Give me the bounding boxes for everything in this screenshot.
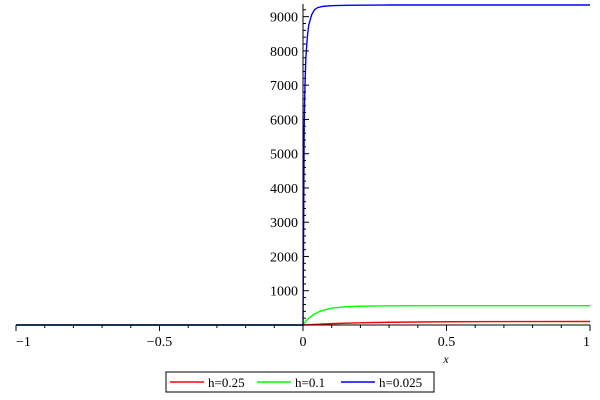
y-tick-label: 1000 (270, 285, 298, 300)
y-tick-label: 3000 (270, 216, 298, 231)
y-tick-label: 6000 (270, 113, 298, 128)
legend-label-1: h=0.1 (295, 375, 325, 390)
y-tick-label: 5000 (270, 148, 298, 163)
legend: h=0.25 h=0.1 h=0.025 (165, 371, 435, 393)
y-tick-label: 4000 (270, 182, 298, 197)
legend-label-2: h=0.025 (379, 375, 422, 390)
y-tick-label: 9000 (270, 11, 298, 26)
series-line-2 (16, 4, 590, 326)
y-tick-label: 8000 (270, 45, 298, 60)
legend-label-0: h=0.25 (208, 375, 245, 390)
y-tick-label: 2000 (270, 250, 298, 265)
x-axis-label: x (442, 352, 449, 366)
x-tick-label: 1 (583, 335, 590, 350)
x-tick-label: −1 (16, 335, 31, 350)
y-tick-label: 7000 (270, 79, 298, 94)
axes-layer: −1 −0.5 0 0.5 1 1000 2000 3000 4000 5000 6000 7000 8… (15, 4, 591, 366)
x-tick-label: 0.5 (438, 335, 456, 350)
legend-box (165, 371, 435, 393)
series-line-1 (16, 304, 590, 326)
x-tick-label: −0.5 (147, 335, 172, 350)
x-tick-label: 0 (300, 335, 307, 350)
